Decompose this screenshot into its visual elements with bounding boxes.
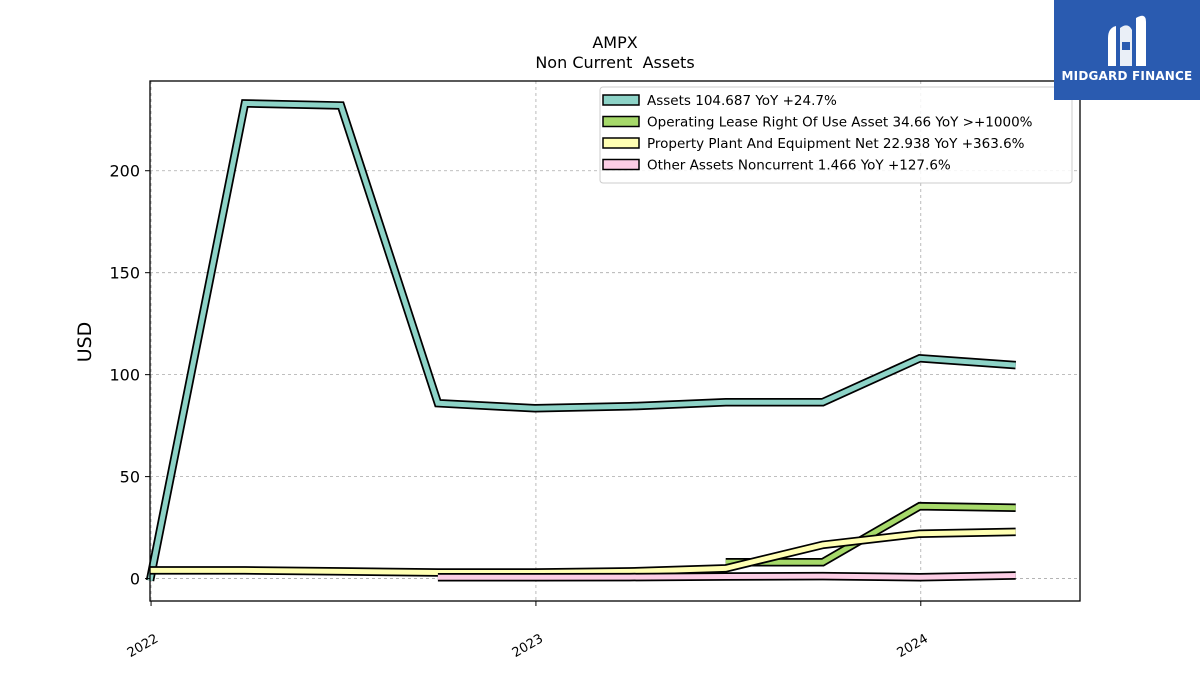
- legend-swatch: [602, 137, 640, 149]
- legend-swatch: [602, 115, 640, 128]
- chart-subtitle: Non Current Assets: [535, 53, 694, 72]
- series-line: [437, 573, 1016, 580]
- legend-swatch: [602, 94, 640, 106]
- legend-box: [599, 86, 1073, 184]
- y-tick-label: 200: [109, 162, 140, 181]
- series-line: [150, 529, 1016, 575]
- legend-label: Operating Lease Right Of Use Asset 34.66…: [647, 115, 1033, 131]
- y-tick-label: 150: [109, 264, 140, 283]
- legend-label: Assets 104.687 YoY +24.7%: [647, 93, 837, 109]
- legend-label: Property Plant And Equipment Net 22.938 …: [647, 136, 1025, 152]
- y-axis-label: USD: [74, 322, 96, 363]
- series-line: [147, 100, 1016, 582]
- brand-logo: MIDGARD FINANCE: [1054, 0, 1200, 100]
- series-line: [725, 503, 1016, 565]
- legend-label: Other Assets Noncurrent 1.466 YoY +127.6…: [647, 158, 951, 174]
- chart-title: AMPX: [592, 33, 637, 52]
- brand-name: MIDGARD FINANCE: [1061, 69, 1193, 83]
- x-tick-label: 2022: [125, 631, 161, 661]
- x-tick-label: 2024: [895, 631, 931, 661]
- legend: Assets 104.687 YoY +24.7% Operating Lease…: [599, 86, 1073, 184]
- midgard-logo-icon: [1108, 15, 1146, 66]
- legend-swatch: [602, 158, 640, 171]
- plot-frame: [149, 80, 1081, 602]
- x-tick-label: 2023: [510, 631, 546, 661]
- y-tick-label: 100: [109, 366, 140, 385]
- y-tick-label: 50: [120, 468, 140, 487]
- y-tick-label: 0: [130, 570, 140, 589]
- series-layer: [145, 99, 1017, 582]
